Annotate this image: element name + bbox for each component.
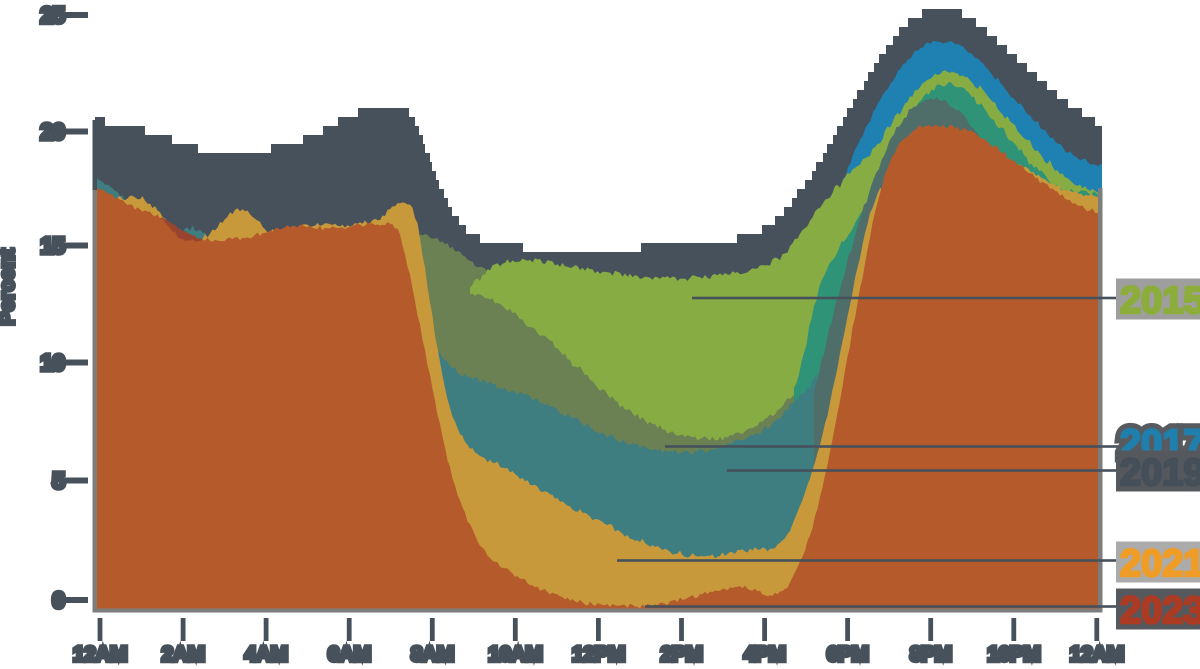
- svg-text:Percent: Percent: [0, 248, 19, 325]
- svg-text:5: 5: [52, 468, 65, 494]
- svg-text:2019: 2019: [1120, 452, 1200, 494]
- svg-text:8AM: 8AM: [411, 643, 454, 666]
- svg-text:12AM: 12AM: [73, 643, 127, 666]
- svg-text:2023: 2023: [1120, 590, 1200, 632]
- svg-text:2019: 2019: [1120, 452, 1200, 494]
- svg-text:8PM: 8PM: [910, 643, 952, 666]
- svg-text:4AM: 4AM: [245, 643, 288, 666]
- svg-text:2021: 2021: [1120, 543, 1200, 585]
- svg-text:0: 0: [52, 587, 64, 613]
- svg-text:2015: 2015: [1120, 280, 1200, 322]
- svg-text:4PM: 4PM: [744, 643, 786, 666]
- svg-text:2023: 2023: [1120, 590, 1200, 632]
- svg-text:15: 15: [40, 233, 65, 259]
- svg-text:6AM: 6AM: [328, 643, 371, 666]
- svg-text:12AM: 12AM: [1070, 643, 1124, 666]
- svg-text:12PM: 12PM: [572, 643, 625, 666]
- svg-text:2021: 2021: [1120, 543, 1200, 585]
- svg-text:20: 20: [40, 119, 64, 145]
- svg-text:10: 10: [40, 350, 64, 376]
- svg-text:10PM: 10PM: [987, 643, 1040, 666]
- svg-text:25: 25: [40, 2, 65, 28]
- svg-text:10AM: 10AM: [488, 643, 542, 666]
- svg-text:6PM: 6PM: [827, 643, 869, 666]
- svg-text:2AM: 2AM: [162, 643, 205, 666]
- svg-text:2PM: 2PM: [661, 643, 703, 666]
- svg-text:2015: 2015: [1120, 280, 1200, 322]
